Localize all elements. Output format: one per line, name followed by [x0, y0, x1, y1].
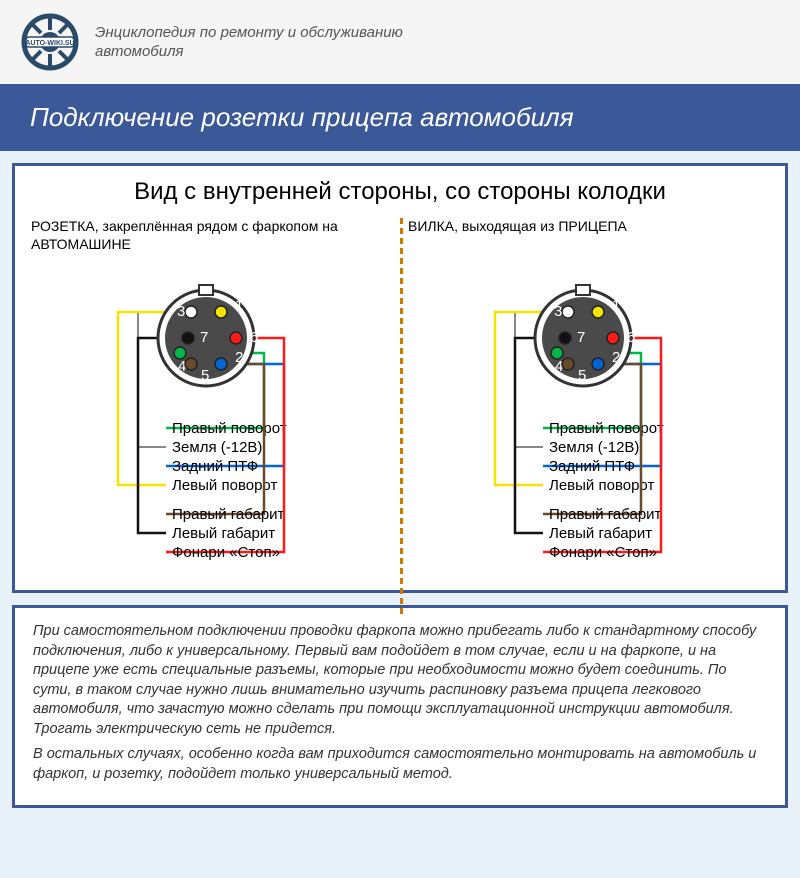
svg-text:3: 3	[177, 303, 185, 320]
svg-text:Правый габарит: Правый габарит	[549, 506, 662, 523]
svg-text:Фонари «Стоп»: Фонари «Стоп»	[549, 544, 657, 561]
svg-text:Левый габарит: Левый габарит	[549, 525, 652, 542]
svg-text:7: 7	[577, 329, 585, 346]
svg-text:Задний ПТФ: Задний ПТФ	[549, 458, 635, 475]
plug-column: ВИЛКА, выходящая из ПРИЦЕПА Правый повор…	[400, 218, 777, 578]
svg-text:2: 2	[235, 349, 243, 366]
socket-wiring-svg: Правый поворот Земля (-12В) Задний ПТФ Левы…	[31, 268, 391, 578]
plug-wiring-svg: Правый поворот Земля (-12В) Задний ПТФ Левы…	[408, 268, 768, 578]
svg-text:Правый поворот: Правый поворот	[172, 420, 287, 437]
subtitle-line: Энциклопедия по ремонту и обслуживанию	[95, 23, 403, 43]
svg-text:Левый поворот: Левый поворот	[172, 477, 277, 494]
svg-text:AUTO-WIKI.SU: AUTO-WIKI.SU	[25, 40, 74, 47]
svg-text:5: 5	[201, 367, 209, 384]
diagram-heading: Вид с внутренней стороны, со стороны кол…	[23, 178, 777, 206]
svg-text:Фонари «Стоп»: Фонари «Стоп»	[172, 544, 280, 561]
svg-text:2: 2	[612, 349, 620, 366]
socket-title: РОЗЕТКА, закреплённая рядом с фаркопом н…	[31, 218, 392, 258]
svg-text:Земля (-12В): Земля (-12В)	[172, 439, 262, 456]
socket-column: РОЗЕТКА, закреплённая рядом с фаркопом н…	[23, 218, 400, 578]
svg-text:Земля (-12В): Земля (-12В)	[549, 439, 639, 456]
svg-text:Левый поворот: Левый поворот	[549, 477, 654, 494]
svg-text:Задний ПТФ: Задний ПТФ	[172, 458, 258, 475]
svg-text:7: 7	[200, 329, 208, 346]
site-logo: AUTO-WIKI.SU	[20, 12, 80, 72]
svg-text:1: 1	[235, 297, 243, 314]
page-header: AUTO-WIKI.SU Энциклопедия по ремонту и о…	[0, 0, 800, 84]
svg-text:5: 5	[578, 367, 586, 384]
info-paragraph: В остальных случаях, особенно когда вам …	[33, 745, 767, 784]
svg-text:Правый поворот: Правый поворот	[549, 420, 664, 437]
header-subtitle: Энциклопедия по ремонту и обслуживанию а…	[95, 23, 403, 62]
wiring-diagram: Вид с внутренней стороны, со стороны кол…	[12, 163, 788, 593]
page-title: Подключение розетки прицепа автомобиля	[0, 84, 800, 151]
svg-text:1: 1	[612, 297, 620, 314]
column-divider	[400, 218, 402, 578]
svg-text:Левый габарит: Левый габарит	[172, 525, 275, 542]
plug-title: ВИЛКА, выходящая из ПРИЦЕПА	[408, 218, 769, 258]
svg-text:Правый габарит: Правый габарит	[172, 506, 285, 523]
svg-text:3: 3	[554, 303, 562, 320]
subtitle-line: автомобиля	[95, 42, 403, 62]
svg-text:6: 6	[250, 329, 258, 346]
info-panel: При самостоятельном подключении проводки…	[12, 605, 788, 808]
info-paragraph: При самостоятельном подключении проводки…	[33, 622, 767, 739]
svg-text:6: 6	[627, 329, 635, 346]
